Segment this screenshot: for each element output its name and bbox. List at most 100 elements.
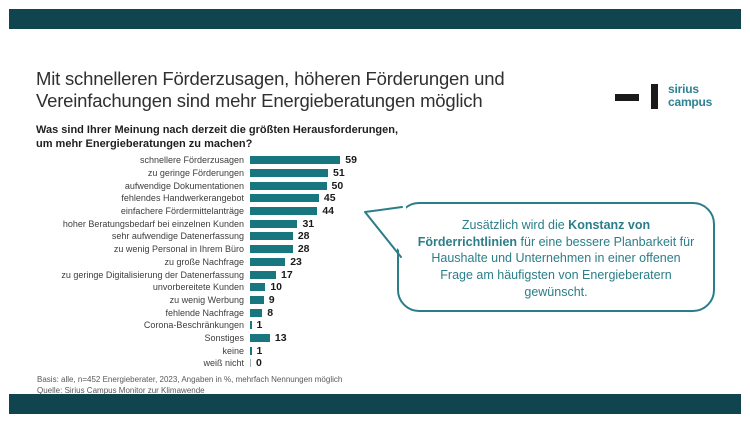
chart-row: Corona-Beschränkungen 1	[28, 319, 428, 332]
logo-bar-icon	[651, 84, 658, 109]
bar-track	[250, 194, 355, 203]
value-label: 31	[302, 217, 315, 230]
value-label: 51	[333, 167, 345, 180]
chart-row: unvorbereitete Kunden 10	[28, 281, 428, 294]
bar-track	[250, 308, 355, 317]
chart-row: Sonstiges 13	[28, 332, 428, 345]
category-label: zu wenig Personal in Ihrem Büro	[113, 244, 244, 255]
chart-row: zu wenig Werbung 9	[28, 294, 428, 307]
bottom-accent-band	[9, 394, 741, 414]
bar	[250, 169, 329, 178]
value-label: 59	[345, 154, 357, 167]
bar	[250, 270, 276, 279]
chart-row: zu wenig Personal in Ihrem Büro 28	[28, 243, 428, 256]
bar-track	[250, 207, 355, 216]
category-label: Sonstiges	[204, 332, 244, 343]
category-label: unvorbereitete Kunden	[152, 282, 244, 293]
bar-track	[250, 169, 355, 178]
value-label: 10	[270, 281, 282, 294]
category-label: sehr aufwendige Datenerfassung	[111, 231, 244, 242]
chart-row: weiß nicht 0	[28, 357, 428, 370]
callout-text-bold: Konstanz von Förderrichtlinien	[417, 218, 651, 249]
chart-row: keine 1	[28, 344, 428, 357]
chart-row: fehlende Nachfrage 8	[28, 306, 428, 319]
chart-question-line1: Was sind Ihrer Meinung nach derzeit die …	[36, 124, 399, 136]
logo-dash-icon	[615, 94, 639, 101]
slide-title: Mit schnelleren Förderzusagen, höheren F…	[36, 68, 621, 112]
bar-chart: schnellere Förderzusagen 59 zu geringe För…	[28, 154, 428, 370]
bar-track	[250, 181, 355, 190]
bar	[250, 359, 251, 368]
value-label: 23	[290, 255, 302, 268]
bar-track	[250, 257, 355, 266]
value-label: 28	[297, 230, 310, 243]
bar	[250, 295, 264, 304]
value-label: 0	[256, 357, 262, 370]
category-label: weiß nicht	[203, 358, 244, 369]
logo-word-campus: campus	[668, 95, 713, 109]
callout-text: Zusätzlich wird die	[461, 218, 569, 232]
bar	[250, 219, 298, 228]
category-label: einfachere Fördermittelanträge	[120, 206, 244, 217]
bar	[250, 156, 341, 165]
footnote-quelle: Quelle: Sirius Campus Monitor zur Klimaw…	[37, 385, 205, 395]
value-label: 8	[267, 306, 274, 319]
bar-track	[250, 219, 355, 228]
value-label: 17	[281, 268, 293, 281]
category-label: hoher Beratungsbedarf bei einzelnen Kund…	[62, 218, 244, 229]
category-label: zu wenig Werbung	[169, 294, 244, 305]
chart-row: aufwendige Dokumentationen 50	[28, 179, 428, 192]
bar	[250, 308, 263, 317]
footnote: Basis: alle, n=452 Energieberater, 2023,…	[37, 375, 342, 397]
category-label: zu geringe Förderungen	[147, 168, 244, 179]
bar-track	[250, 232, 355, 241]
value-label: 13	[274, 331, 287, 344]
bar-track	[250, 295, 355, 304]
bar	[250, 346, 252, 355]
sirius-campus-logo: sirius campus	[613, 83, 723, 113]
value-label: 50	[331, 179, 344, 192]
category-label: zu geringe Digitalisierung der Datenerfa…	[61, 269, 244, 280]
logo-wordmark: sirius campus	[668, 83, 712, 109]
chart-question-line2: um mehr Energieberatungen zu machen?	[36, 138, 253, 151]
bar	[250, 245, 293, 254]
chart-row: zu geringe Digitalisierung der Datenerfa…	[28, 268, 428, 281]
bar	[250, 333, 270, 342]
bar	[250, 257, 286, 266]
chart-row: fehlendes Handwerkerangebot 45	[28, 192, 428, 205]
category-label: keine	[222, 345, 244, 356]
category-label: fehlendes Handwerkerangebot	[121, 193, 244, 204]
top-accent-band	[9, 9, 741, 29]
bar-track	[250, 321, 355, 330]
bar-track	[250, 333, 355, 342]
category-label: zu große Nachfrage	[164, 256, 244, 267]
value-label: 44	[322, 205, 335, 218]
value-label: 45	[323, 192, 336, 205]
callout-text: für eine bessere Planbarkeit für Haushal…	[431, 234, 695, 299]
chart-row: hoher Beratungsbedarf bei einzelnen Kund…	[28, 217, 428, 230]
slide-title-line1: Mit schnelleren Förderzusagen, höheren F…	[36, 68, 505, 89]
chart-question: Was sind Ihrer Meinung nach derzeit die …	[36, 123, 456, 152]
bar	[250, 207, 318, 216]
category-label: Corona-Beschränkungen	[143, 320, 244, 331]
bar-track	[250, 283, 355, 292]
chart-row: zu große Nachfrage 23	[28, 256, 428, 269]
category-label: fehlende Nachfrage	[165, 307, 244, 318]
bar	[250, 232, 293, 241]
value-label: 28	[297, 243, 310, 256]
bar-track	[250, 346, 355, 355]
bar	[250, 283, 266, 292]
chart-row: sehr aufwendige Datenerfassung 28	[28, 230, 428, 243]
callout-bubble-tail	[364, 206, 406, 258]
category-label: schnellere Förderzusagen	[139, 155, 244, 166]
bar	[250, 321, 252, 330]
value-label: 1	[256, 344, 263, 357]
bar	[250, 194, 319, 203]
bar-track	[250, 156, 355, 165]
category-label: aufwendige Dokumentationen	[124, 180, 244, 191]
chart-row: zu geringe Förderungen 51	[28, 167, 428, 180]
value-label: 9	[268, 293, 275, 306]
chart-row: einfachere Fördermittelanträge 44	[28, 205, 428, 218]
value-label: 1	[256, 319, 263, 332]
callout-bubble: Zusätzlich wird die Konstanz von Förderr…	[397, 202, 715, 312]
